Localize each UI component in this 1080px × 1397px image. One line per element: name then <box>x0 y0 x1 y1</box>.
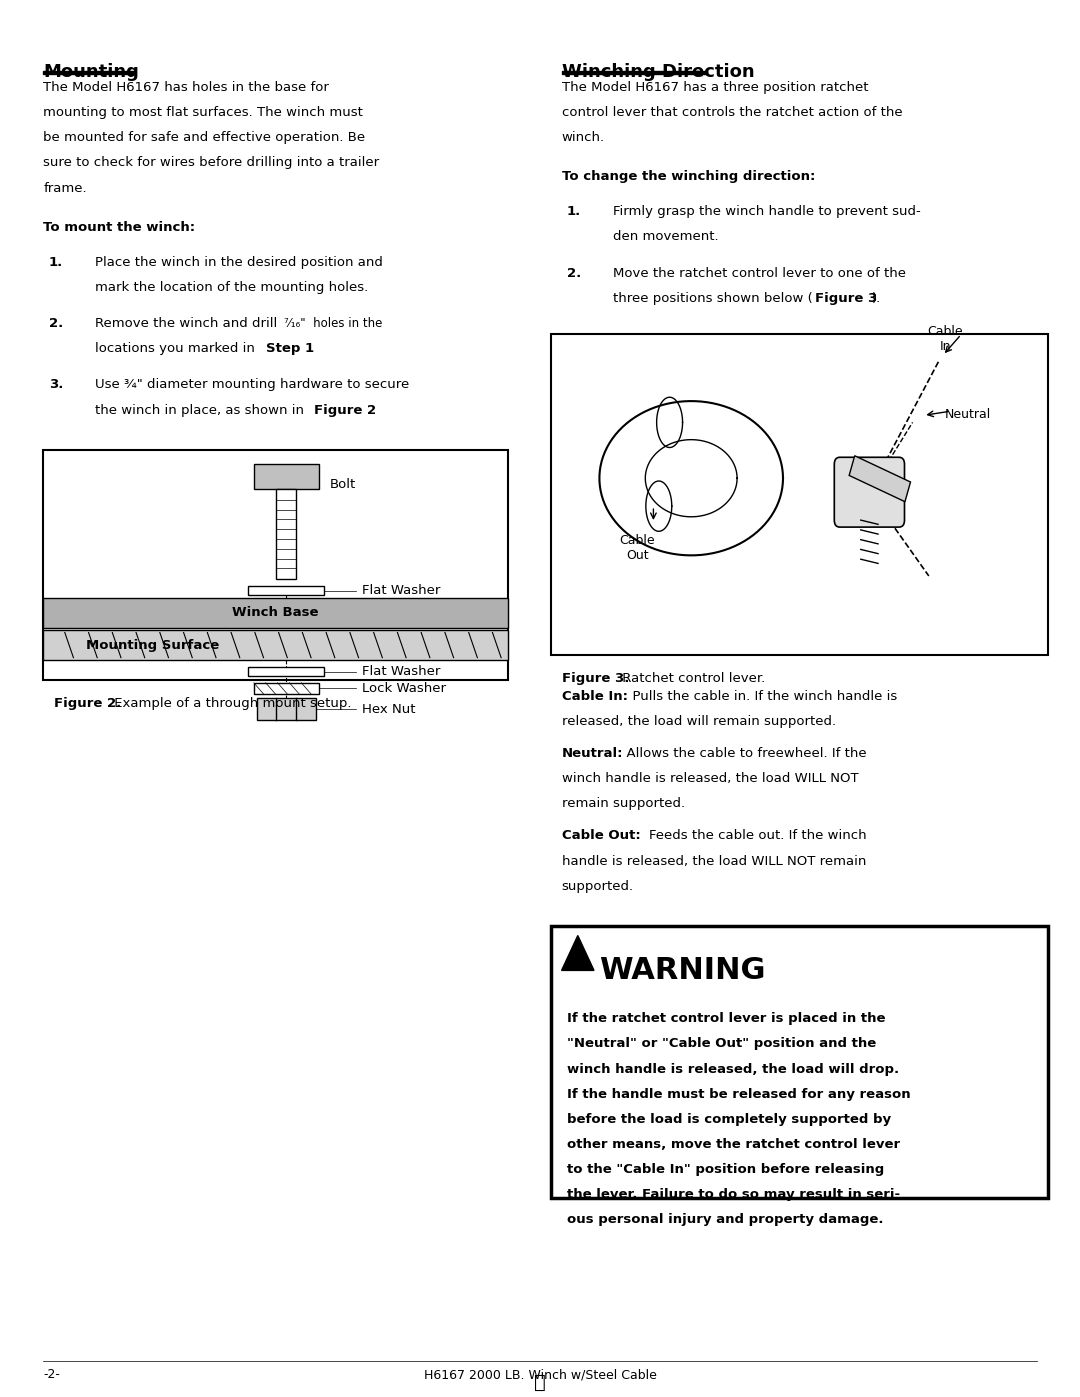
Text: -2-: -2- <box>43 1368 60 1382</box>
Text: Winch Base: Winch Base <box>232 606 319 619</box>
Text: ).: ). <box>872 292 881 305</box>
Text: released, the load will remain supported.: released, the load will remain supported… <box>562 715 836 728</box>
Text: H6167 2000 LB. Winch w/Steel Cable: H6167 2000 LB. Winch w/Steel Cable <box>423 1368 657 1382</box>
Text: 1.: 1. <box>49 256 63 268</box>
Text: !: ! <box>576 953 580 963</box>
Text: ous personal injury and property damage.: ous personal injury and property damage. <box>567 1214 883 1227</box>
Text: locations you marked in: locations you marked in <box>95 342 259 355</box>
Text: remain supported.: remain supported. <box>562 798 685 810</box>
Bar <box>562 71 707 74</box>
Text: be mounted for safe and effective operation. Be: be mounted for safe and effective operat… <box>43 131 365 144</box>
Text: Cable Out:: Cable Out: <box>562 830 640 842</box>
Text: control lever that controls the ratchet action of the: control lever that controls the ratchet … <box>562 106 902 119</box>
Text: ⁷⁄₁₆"  holes in the: ⁷⁄₁₆" holes in the <box>284 317 382 330</box>
Text: WARNING: WARNING <box>599 957 766 985</box>
Text: 2.: 2. <box>49 317 63 330</box>
Text: Example of a through mount setup.: Example of a through mount setup. <box>110 697 352 710</box>
Text: 1.: 1. <box>567 205 581 218</box>
Bar <box>254 464 319 489</box>
Text: 3.: 3. <box>49 379 63 391</box>
Text: Neutral:: Neutral: <box>562 747 623 760</box>
Text: winch handle is released, the load will drop.: winch handle is released, the load will … <box>567 1063 900 1076</box>
Text: Winching Direction: Winching Direction <box>562 63 754 81</box>
Text: If the handle must be released for any reason: If the handle must be released for any r… <box>567 1088 910 1101</box>
Bar <box>254 683 319 694</box>
Text: to the "Cable In" position before releasing: to the "Cable In" position before releas… <box>567 1164 885 1176</box>
Bar <box>276 489 296 580</box>
Text: Step 1: Step 1 <box>266 342 314 355</box>
Text: "Neutral" or "Cable Out" position and the: "Neutral" or "Cable Out" position and th… <box>567 1038 876 1051</box>
Bar <box>257 698 316 721</box>
Text: Neutral: Neutral <box>945 408 991 422</box>
Polygon shape <box>562 936 594 971</box>
Bar <box>551 926 1048 1199</box>
FancyBboxPatch shape <box>835 457 905 527</box>
Text: Lock Washer: Lock Washer <box>362 682 446 694</box>
Text: den movement.: den movement. <box>613 231 719 243</box>
Text: before the load is completely supported by: before the load is completely supported … <box>567 1113 891 1126</box>
Text: Firmly grasp the winch handle to prevent sud-: Firmly grasp the winch handle to prevent… <box>613 205 921 218</box>
Text: Cable In:: Cable In: <box>562 690 627 703</box>
Text: To change the winching direction:: To change the winching direction: <box>562 170 815 183</box>
Bar <box>43 450 508 680</box>
Text: other means, move the ratchet control lever: other means, move the ratchet control le… <box>567 1139 900 1151</box>
Text: the winch in place, as shown in: the winch in place, as shown in <box>95 404 308 416</box>
Text: mounting to most flat surfaces. The winch must: mounting to most flat surfaces. The winc… <box>43 106 363 119</box>
Text: Remove the winch and drill: Remove the winch and drill <box>95 317 282 330</box>
Text: handle is released, the load WILL NOT remain: handle is released, the load WILL NOT re… <box>562 855 866 868</box>
Text: Mounting: Mounting <box>43 63 139 81</box>
Text: Use ¾" diameter mounting hardware to secure: Use ¾" diameter mounting hardware to sec… <box>95 379 409 391</box>
Text: Mounting Surface: Mounting Surface <box>86 638 219 651</box>
Text: .: . <box>370 404 375 416</box>
Text: Figure 2: Figure 2 <box>314 404 377 416</box>
Text: frame.: frame. <box>43 182 86 194</box>
Bar <box>248 668 324 676</box>
Text: mark the location of the mounting holes.: mark the location of the mounting holes. <box>95 281 368 293</box>
Text: To mount the winch:: To mount the winch: <box>43 221 195 233</box>
Text: Move the ratchet control lever to one of the: Move the ratchet control lever to one of… <box>613 267 906 279</box>
Text: Hex Nut: Hex Nut <box>362 703 416 715</box>
Text: Pulls the cable in. If the winch handle is: Pulls the cable in. If the winch handle … <box>624 690 897 703</box>
Text: Flat Washer: Flat Washer <box>362 665 441 678</box>
Text: the lever. Failure to do so may result in seri-: the lever. Failure to do so may result i… <box>567 1189 900 1201</box>
Bar <box>849 455 910 502</box>
Bar <box>551 334 1048 655</box>
Text: Ratchet control lever.: Ratchet control lever. <box>618 672 765 685</box>
Text: Flat Washer: Flat Washer <box>362 584 441 597</box>
Text: sure to check for wires before drilling into a trailer: sure to check for wires before drilling … <box>43 156 379 169</box>
Text: Allows the cable to freewheel. If the: Allows the cable to freewheel. If the <box>618 747 866 760</box>
Text: Place the winch in the desired position and: Place the winch in the desired position … <box>95 256 383 268</box>
Text: three positions shown below (: three positions shown below ( <box>613 292 813 305</box>
Bar <box>43 71 135 74</box>
Text: Cable
Out: Cable Out <box>620 534 654 562</box>
Text: Figure 3: Figure 3 <box>815 292 878 305</box>
Text: 2.: 2. <box>567 267 581 279</box>
Bar <box>248 587 324 595</box>
Text: Bolt: Bolt <box>329 478 355 490</box>
Text: Figure 2.: Figure 2. <box>54 697 121 710</box>
Text: supported.: supported. <box>562 880 634 893</box>
Text: winch.: winch. <box>562 131 605 144</box>
Text: 🐻: 🐻 <box>535 1372 545 1391</box>
Bar <box>43 630 508 661</box>
Text: Feeds the cable out. If the winch: Feeds the cable out. If the winch <box>632 830 866 842</box>
Bar <box>43 598 508 629</box>
Text: Figure 3.: Figure 3. <box>562 672 629 685</box>
Text: If the ratchet control lever is placed in the: If the ratchet control lever is placed i… <box>567 1013 886 1025</box>
Text: winch handle is released, the load WILL NOT: winch handle is released, the load WILL … <box>562 773 859 785</box>
Text: The Model H6167 has a three position ratchet: The Model H6167 has a three position rat… <box>562 81 868 94</box>
Text: Cable
In: Cable In <box>928 324 962 352</box>
Text: .: . <box>309 342 313 355</box>
Text: The Model H6167 has holes in the base for: The Model H6167 has holes in the base fo… <box>43 81 329 94</box>
